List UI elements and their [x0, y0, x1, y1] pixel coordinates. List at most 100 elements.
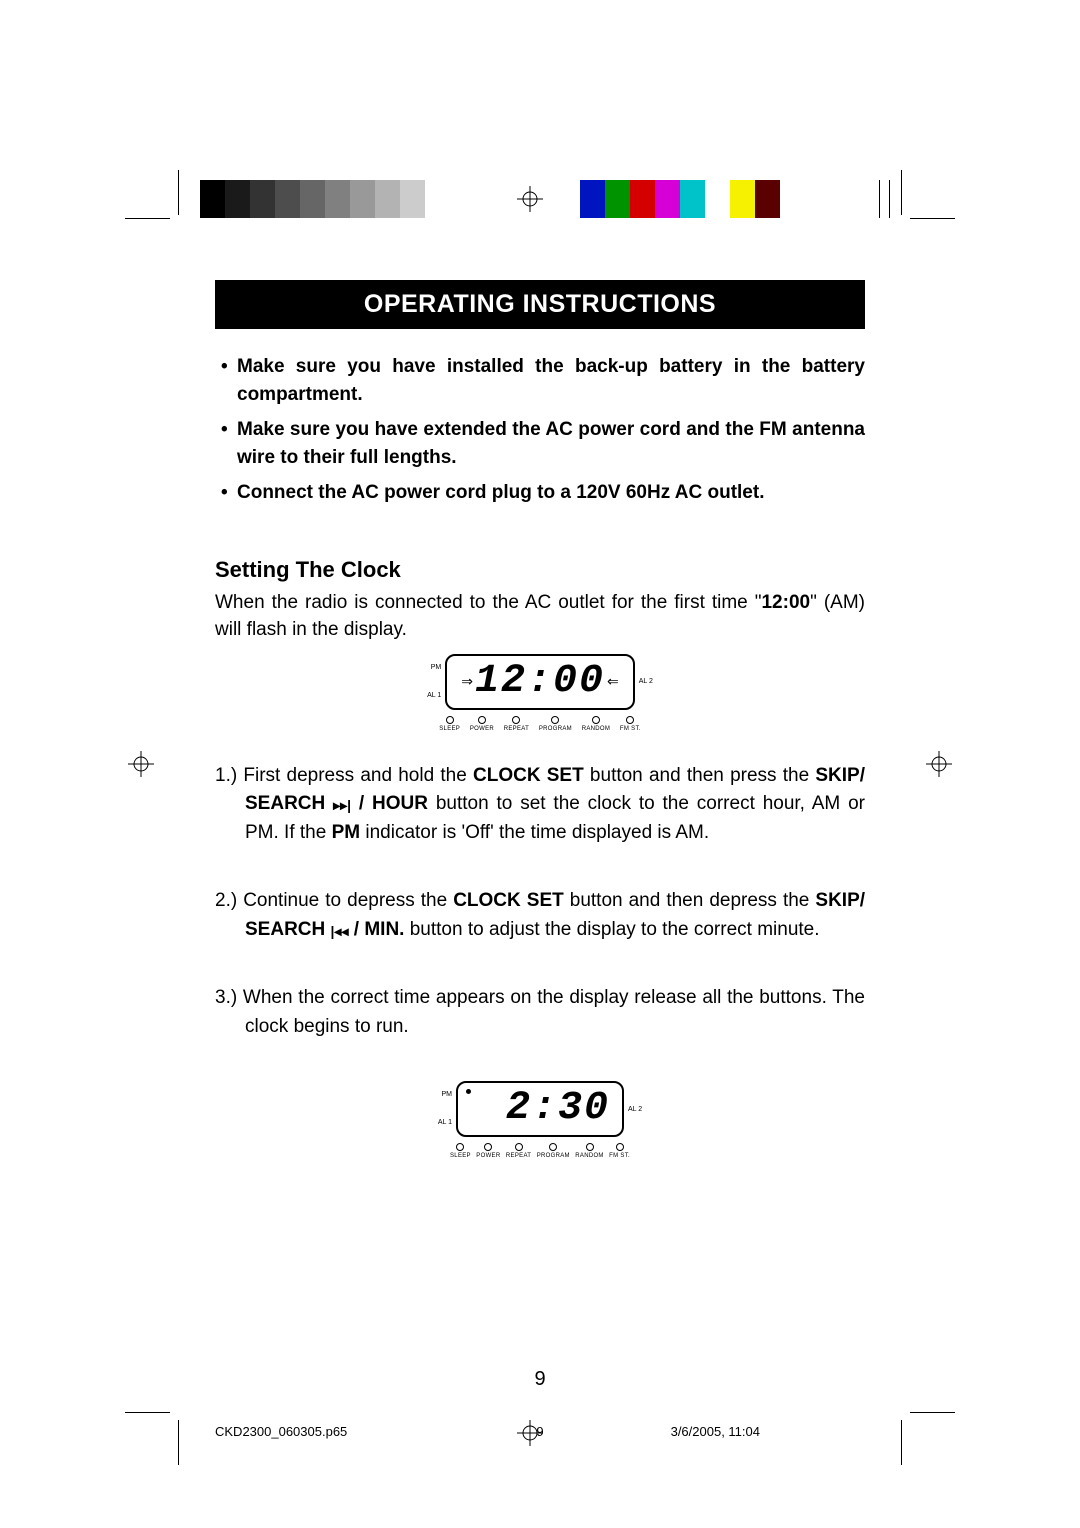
- crop-mark: [178, 1420, 179, 1465]
- al2-label: AL 2: [624, 1106, 648, 1113]
- intro-paragraph: When the radio is connected to the AC ou…: [215, 589, 865, 644]
- text: When the radio is connected to the AC ou…: [215, 592, 761, 613]
- text: button and then depress the: [564, 890, 816, 911]
- lcd-indicator: POWER: [476, 1143, 500, 1159]
- step-item: 1.) First depress and hold the CLOCK SET…: [215, 762, 865, 848]
- indicator-dot-icon: [456, 1143, 464, 1151]
- lcd-indicator: SLEEP: [450, 1143, 471, 1159]
- step-item: 3.) When the correct time appears on the…: [215, 984, 865, 1041]
- crop-mark: [901, 170, 902, 215]
- color-swatch: [250, 180, 275, 218]
- indicator-label: FM ST.: [609, 1153, 630, 1159]
- indicator-label: SLEEP: [439, 726, 460, 732]
- page-number: 9: [0, 1368, 1080, 1391]
- indicator-label: POWER: [470, 726, 494, 732]
- registration-mark-icon: [517, 186, 543, 212]
- bullet-item: Make sure you have installed the back-up…: [215, 353, 865, 408]
- text: 2.) Continue to depress the: [215, 890, 453, 911]
- bullet-item: Make sure you have extended the AC power…: [215, 416, 865, 471]
- lcd-time: 2:30: [506, 1089, 610, 1129]
- crop-mark: [910, 1412, 955, 1413]
- crop-mark: [910, 218, 955, 219]
- prep-bullets: Make sure you have installed the back-up…: [215, 353, 865, 507]
- section-heading: Setting The Clock: [215, 557, 865, 583]
- indicator-dot-icon: [478, 716, 486, 724]
- grayscale-bar: [200, 180, 450, 218]
- color-swatch: [275, 180, 300, 218]
- indicator-dot-icon: [616, 1143, 624, 1151]
- crop-mark: [125, 1412, 170, 1413]
- lcd-indicator: SLEEP: [439, 716, 460, 732]
- lcd-indicator: FM ST.: [620, 716, 641, 732]
- color-swatch: [425, 180, 450, 218]
- color-swatch: [605, 180, 630, 218]
- lcd-indicator: RANDOM: [582, 716, 610, 732]
- al1-label: AL 1: [432, 1118, 452, 1128]
- color-swatch: [580, 180, 605, 218]
- color-swatch: [300, 180, 325, 218]
- text: 1.) First depress and hold the: [215, 765, 473, 786]
- registration-mark-icon: [926, 751, 952, 777]
- crop-mark: [901, 1420, 902, 1465]
- crop-mark: [125, 218, 170, 219]
- bullet-item: Connect the AC power cord plug to a 120V…: [215, 479, 865, 507]
- crop-mark: [879, 180, 880, 218]
- lcd-left-labels: PM AL 1: [421, 663, 445, 701]
- color-swatch: [225, 180, 250, 218]
- top-print-marks: [0, 180, 1080, 230]
- pm-label: PM: [421, 663, 441, 673]
- bottom-print-marks: 9 CKD2300_060305.p65 9 3/6/2005, 11:04: [0, 1368, 1080, 1488]
- lcd-screen: 2:30: [456, 1081, 624, 1137]
- fast-forward-icon: ▸▸|: [333, 797, 351, 813]
- indicator-dot-icon: [512, 716, 520, 724]
- registration-mark-icon: [128, 751, 154, 777]
- lcd-indicator: RANDOM: [575, 1143, 603, 1159]
- color-swatch: [200, 180, 225, 218]
- text-bold: CLOCK SET: [473, 765, 584, 786]
- indicator-dot-icon: [549, 1143, 557, 1151]
- content-area: OPERATING INSTRUCTIONS Make sure you hav…: [215, 280, 865, 1189]
- indicator-label: REPEAT: [506, 1153, 531, 1159]
- text: button to adjust the display to the corr…: [404, 919, 819, 940]
- text-bold: 12:00: [761, 592, 810, 613]
- indicator-dot-icon: [515, 1143, 523, 1151]
- al1-label: AL 1: [421, 691, 441, 701]
- indicator-label: REPEAT: [504, 726, 529, 732]
- text-bold: CLOCK SET: [453, 890, 564, 911]
- page-title: OPERATING INSTRUCTIONS: [215, 280, 865, 329]
- step-item: 2.) Continue to depress the CLOCK SET bu…: [215, 887, 865, 944]
- steps-list: 1.) First depress and hold the CLOCK SET…: [215, 762, 865, 1042]
- indicator-label: PROGRAM: [537, 1153, 570, 1159]
- color-swatch: [630, 180, 655, 218]
- page: OPERATING INSTRUCTIONS Make sure you hav…: [0, 0, 1080, 1528]
- lcd-display-1: PM AL 1 ⇒ 12:00 ⇐ AL 2 SLEEPPOWERREPEATP…: [215, 654, 865, 732]
- lcd-indicator: REPEAT: [506, 1143, 531, 1159]
- pm-label: PM: [432, 1090, 452, 1100]
- color-swatch: [655, 180, 680, 218]
- indicator-dot-icon: [446, 716, 454, 724]
- indicator-dot-icon: [626, 716, 634, 724]
- lcd-indicator: PROGRAM: [537, 1143, 570, 1159]
- color-bar: [580, 180, 780, 218]
- indicator-dot-icon: [592, 716, 600, 724]
- color-swatch: [375, 180, 400, 218]
- color-swatch: [730, 180, 755, 218]
- indicator-label: FM ST.: [620, 726, 641, 732]
- footer-datetime: 3/6/2005, 11:04: [671, 1424, 760, 1439]
- footer-filename: CKD2300_060305.p65: [215, 1424, 347, 1439]
- indicator-dot-icon: [484, 1143, 492, 1151]
- lcd-indicator: PROGRAM: [539, 716, 572, 732]
- rewind-icon: |◂◂: [331, 923, 349, 939]
- text-bold: PM: [332, 822, 361, 843]
- text-bold: / HOUR: [351, 793, 428, 814]
- color-swatch: [705, 180, 730, 218]
- lcd-left-labels: PM AL 1: [432, 1090, 456, 1128]
- indicator-label: SLEEP: [450, 1153, 471, 1159]
- lcd-indicator-row: SLEEP POWER REPEAT PROGRAM RANDOM FM ST.: [432, 1143, 648, 1159]
- lcd-indicator: POWER: [470, 716, 494, 732]
- indicator-dot-icon: [586, 1143, 594, 1151]
- al2-label: AL 2: [635, 678, 659, 685]
- registration-mark-icon: [517, 1420, 543, 1446]
- color-swatch: [680, 180, 705, 218]
- indicator-label: RANDOM: [575, 1153, 603, 1159]
